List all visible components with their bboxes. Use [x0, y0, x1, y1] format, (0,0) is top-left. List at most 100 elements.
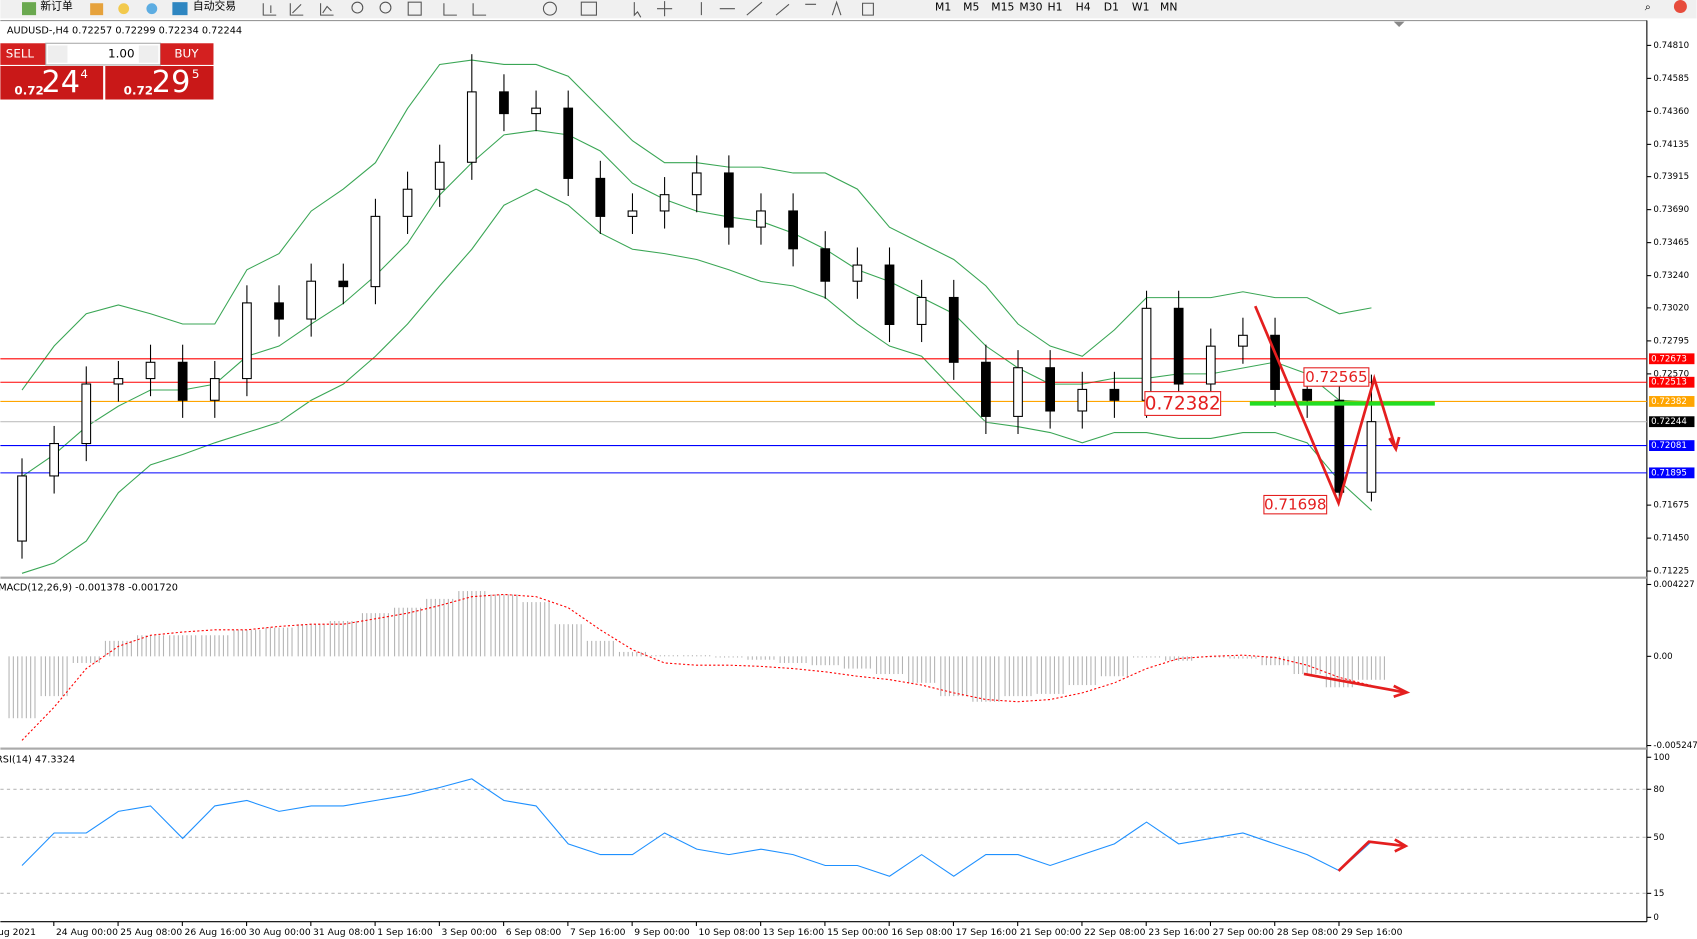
timeframe-button[interactable]: W1: [1132, 1, 1150, 14]
candle-body: [595, 177, 606, 217]
toolbar-icon[interactable]: [146, 3, 158, 15]
timeframe-button[interactable]: M1: [935, 1, 951, 14]
y-tick-label: 100: [1653, 753, 1670, 763]
level-tag: [1649, 353, 1695, 365]
tool-icon[interactable]: [443, 3, 487, 16]
x-tick-label: 22 Sep 08:00: [1084, 927, 1145, 938]
drawing-tools[interactable]: [633, 0, 874, 18]
x-tick-label: 9 Sep 00:00: [634, 927, 690, 938]
x-tick-label: 1 Sep 16:00: [377, 927, 433, 938]
y-tick-label: 0.73240: [1653, 271, 1689, 281]
bid-fraction[interactable]: 4: [80, 67, 88, 81]
ask-pips[interactable]: 29: [152, 65, 191, 100]
candle-body: [1109, 388, 1120, 401]
buy-label[interactable]: BUY: [174, 47, 199, 61]
panel-separator: [0, 747, 1647, 750]
timeframe-button[interactable]: M15: [991, 1, 1014, 14]
candle-body: [306, 280, 317, 320]
candle-body: [563, 107, 574, 179]
tool-icon[interactable]: [289, 3, 304, 16]
candle-body: [1141, 307, 1152, 401]
tile-icon[interactable]: [407, 1, 422, 16]
bid-box[interactable]: [0, 65, 104, 100]
x-tick-label: 24 Aug 00:00: [56, 927, 118, 938]
level-tag: [1649, 467, 1695, 479]
search-icon[interactable]: ⌕: [1645, 1, 1651, 14]
level-label: 0.72382: [1651, 397, 1687, 407]
buy-button[interactable]: [160, 43, 214, 65]
new-order-button[interactable]: 新订单: [40, 0, 73, 12]
y-tick-label: 80: [1653, 785, 1664, 795]
zoom-out[interactable]: [379, 1, 392, 14]
timeframe-bar: M1 M5 M15 M30 H1 H4 D1 W1 MN: [935, 1, 1177, 14]
candle-body: [756, 210, 766, 228]
candle-body: [177, 361, 188, 401]
x-tick-label: 15 Sep 00:00: [827, 927, 888, 938]
toolbar-tools: [262, 0, 874, 18]
timeframe-button[interactable]: M5: [963, 1, 979, 14]
annotation-box: [1303, 367, 1370, 387]
zoom-in[interactable]: [351, 1, 364, 14]
x-tick-label: 31 Aug 08:00: [313, 927, 375, 938]
sell-label[interactable]: SELL: [6, 47, 35, 61]
clock-icon[interactable]: [542, 1, 557, 16]
bid-pips[interactable]: 24: [41, 65, 80, 100]
level-label: 0.71895: [1651, 468, 1687, 478]
candle-body: [466, 91, 477, 163]
candle-body: [1013, 367, 1023, 417]
candle-body: [338, 280, 349, 288]
candle-body: [948, 296, 959, 363]
y-tick-label: 0.71450: [1653, 534, 1689, 544]
candle-body: [113, 378, 124, 385]
toolbar-icon[interactable]: [90, 3, 104, 16]
x-tick-label: 28 Sep 08:00: [1277, 927, 1338, 938]
candle-body: [1077, 388, 1088, 412]
lot-increase[interactable]: [138, 45, 159, 63]
y-tick-label: 0.74585: [1653, 74, 1689, 84]
x-tick-label: 10 Sep 08:00: [699, 927, 760, 938]
toolbar-icon[interactable]: [118, 3, 130, 15]
candle-body: [884, 264, 895, 325]
candle-body: [531, 107, 541, 115]
sell-button[interactable]: [0, 43, 46, 65]
ask-box[interactable]: [105, 65, 214, 100]
timeframe-button[interactable]: H4: [1076, 1, 1091, 14]
tool-icon[interactable]: [262, 3, 277, 16]
auto-trade-button[interactable]: 自动交易: [193, 0, 236, 12]
toolbar: [0, 0, 1697, 19]
template-icon[interactable]: [580, 1, 597, 16]
ask-prefix[interactable]: 0.72: [124, 83, 153, 97]
x-tick-label: 21 Sep 00:00: [1020, 927, 1081, 938]
timeframe-button[interactable]: H1: [1048, 1, 1063, 14]
x-tick-label: 7 Sep 16:00: [570, 927, 626, 938]
x-tick-label: 29 Sep 16:00: [1341, 927, 1402, 938]
lot-decrease[interactable]: [47, 45, 68, 63]
y-tick-label: 0: [1653, 913, 1658, 923]
rsi-arrow: [1337, 840, 1405, 872]
new-order-icon[interactable]: [22, 2, 37, 16]
y-tick-label: 0.00: [1653, 652, 1672, 662]
shift-marker: [1393, 21, 1405, 28]
timeframe-button[interactable]: M30: [1019, 1, 1042, 14]
x-tick-label: 25 Aug 08:00: [120, 927, 182, 938]
y-tick-label: -0.005247: [1653, 741, 1697, 751]
bid-prefix[interactable]: 0.72: [14, 83, 43, 97]
auto-trade-icon[interactable]: [172, 2, 188, 16]
ask-fraction[interactable]: 5: [192, 67, 200, 81]
notification-icon[interactable]: [1673, 0, 1687, 13]
timeframe-button[interactable]: D1: [1104, 1, 1119, 14]
timeframe-button[interactable]: MN: [1160, 1, 1177, 14]
x-tick-label: Aug 2021: [0, 927, 36, 938]
rsi-title: RSI(14) 47.3324: [0, 754, 75, 765]
candle-body: [499, 91, 509, 115]
candle-body: [242, 302, 252, 380]
x-tick-label: 13 Sep 16:00: [763, 927, 824, 938]
arrow-head: [1393, 684, 1411, 698]
arrow-head: [1394, 838, 1409, 853]
annotation: 0.72565: [1305, 368, 1368, 386]
lot-value[interactable]: 1.00: [108, 47, 134, 61]
candle-body: [145, 361, 156, 380]
candle-body: [691, 172, 702, 196]
tool-icon[interactable]: [320, 3, 334, 16]
